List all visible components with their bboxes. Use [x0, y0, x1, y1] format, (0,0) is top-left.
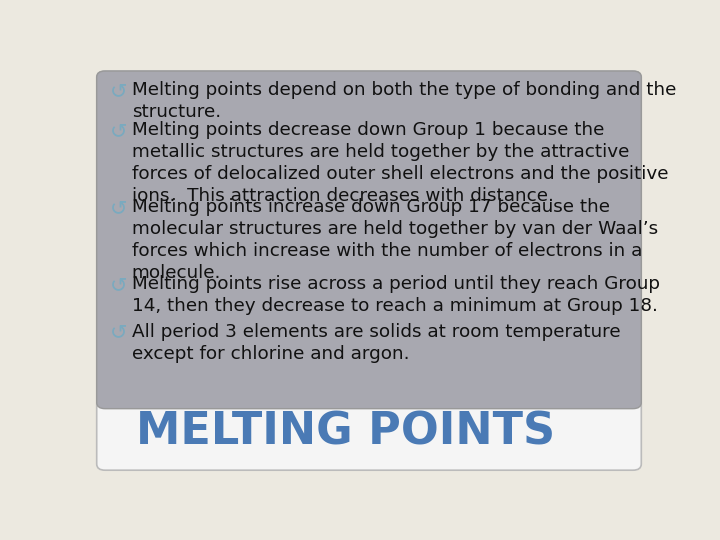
Text: Melting points increase down Group 17 because the
molecular structures are held : Melting points increase down Group 17 be…: [132, 198, 658, 282]
Text: MELTING POINTS: MELTING POINTS: [136, 410, 555, 454]
FancyBboxPatch shape: [96, 71, 642, 409]
Text: ↺: ↺: [109, 322, 127, 342]
Text: ↺: ↺: [109, 82, 127, 102]
Text: ↺: ↺: [109, 275, 127, 295]
Text: Melting points rise across a period until they reach Group
14, then they decreas: Melting points rise across a period unti…: [132, 275, 660, 315]
Text: ↺: ↺: [109, 121, 127, 141]
FancyBboxPatch shape: [96, 71, 642, 470]
Text: ↺: ↺: [109, 198, 127, 218]
Text: Melting points decrease down Group 1 because the
metallic structures are held to: Melting points decrease down Group 1 bec…: [132, 121, 668, 205]
Text: Melting points depend on both the type of bonding and the
structure.: Melting points depend on both the type o…: [132, 82, 676, 122]
Text: All period 3 elements are solids at room temperature
except for chlorine and arg: All period 3 elements are solids at room…: [132, 322, 621, 362]
